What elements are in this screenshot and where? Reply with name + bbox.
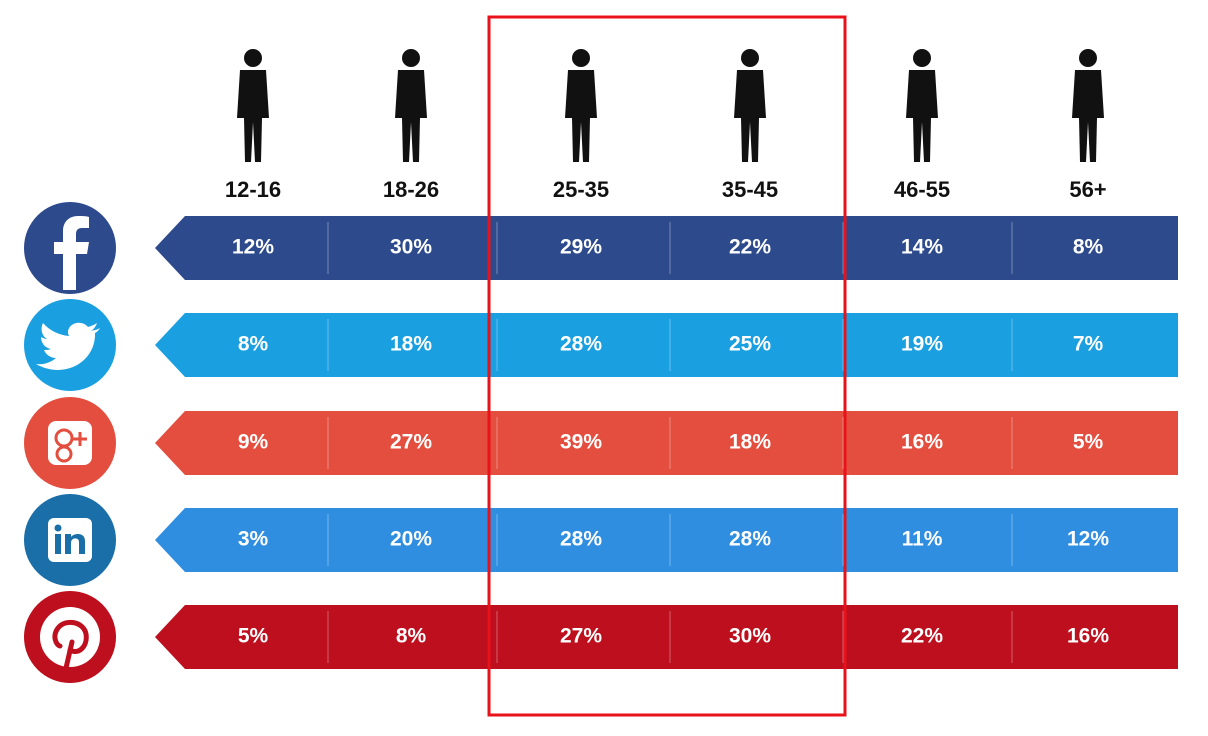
column-header: 18-26 <box>383 177 439 202</box>
cell-value: 5% <box>238 625 269 648</box>
cell-value: 9% <box>238 431 269 454</box>
cell-value: 8% <box>396 625 427 648</box>
body <box>237 70 269 162</box>
cell-value: 27% <box>560 625 602 648</box>
cell-value: 12% <box>232 236 274 259</box>
cell-value: 7% <box>1073 333 1104 356</box>
row-band <box>155 216 1178 280</box>
cell-value: 3% <box>238 528 269 551</box>
cell-value: 18% <box>390 333 432 356</box>
silhouettes <box>237 49 1104 162</box>
cell-value: 16% <box>1067 625 1109 648</box>
cell-value: 39% <box>560 431 602 454</box>
cell-value: 12% <box>1067 528 1109 551</box>
head <box>244 49 262 67</box>
column-header: 12-16 <box>225 177 281 202</box>
column-header: 56+ <box>1069 177 1106 202</box>
cell-value: 30% <box>729 625 771 648</box>
linkedin-logo <box>24 494 116 586</box>
person-silhouette <box>395 49 427 162</box>
person-silhouette <box>906 49 938 162</box>
bands <box>155 216 1178 669</box>
person-silhouette <box>565 49 597 162</box>
cell-value: 8% <box>238 333 269 356</box>
cell-value: 30% <box>390 236 432 259</box>
head <box>402 49 420 67</box>
cell-value: 22% <box>901 625 943 648</box>
head <box>1079 49 1097 67</box>
column-header: 46-55 <box>894 177 950 202</box>
body <box>395 70 427 162</box>
twitter-logo <box>24 299 116 391</box>
cell-value: 18% <box>729 431 771 454</box>
head <box>913 49 931 67</box>
cell-value: 11% <box>902 528 943 551</box>
cell-value: 28% <box>560 333 602 356</box>
cell-value: 22% <box>729 236 771 259</box>
head <box>741 49 759 67</box>
cell-value: 8% <box>1073 236 1104 259</box>
cell-value: 28% <box>560 528 602 551</box>
pinterest-logo <box>24 591 116 683</box>
highlight-box <box>487 15 847 717</box>
column-header: 25-35 <box>553 177 609 202</box>
body <box>565 70 597 162</box>
row-band <box>155 605 1178 669</box>
google-plus-logo <box>24 397 116 489</box>
body <box>734 70 766 162</box>
cell-value: 5% <box>1073 431 1104 454</box>
person-silhouette <box>734 49 766 162</box>
cell-value: 20% <box>390 528 432 551</box>
cell-value: 25% <box>729 333 771 356</box>
body <box>906 70 938 162</box>
row-band <box>155 508 1178 572</box>
cell-value: 19% <box>901 333 943 356</box>
head <box>572 49 590 67</box>
cell-value: 28% <box>729 528 771 551</box>
row-band <box>155 411 1178 475</box>
cell-value: 29% <box>560 236 602 259</box>
body <box>1072 70 1104 162</box>
person-silhouette <box>237 49 269 162</box>
cell-value: 14% <box>901 236 943 259</box>
column-header: 35-45 <box>722 177 778 202</box>
row-band <box>155 313 1178 377</box>
cell-value: 16% <box>901 431 943 454</box>
facebook-logo <box>24 202 116 294</box>
person-silhouette <box>1072 49 1104 162</box>
cell-value: 27% <box>390 431 432 454</box>
